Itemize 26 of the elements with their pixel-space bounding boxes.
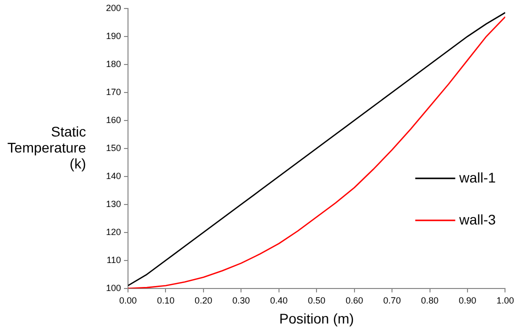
- x-tick-label: 0.50: [308, 295, 326, 306]
- y-tick-label: 160: [106, 114, 121, 125]
- legend-label: wall-1: [458, 169, 496, 186]
- x-tick-label: 0.20: [194, 295, 212, 306]
- y-tick-label: 180: [106, 58, 121, 69]
- y-axis-title: Static Temperature (k): [7, 123, 86, 172]
- x-tick-label: 0.80: [421, 295, 439, 306]
- y-tick-label: 140: [106, 170, 121, 181]
- x-tick-label: 0.60: [346, 295, 364, 306]
- x-tick-label: 0.40: [270, 295, 288, 306]
- x-tick-label: 0.70: [383, 295, 401, 306]
- y-tick-label: 190: [106, 30, 121, 41]
- x-tick-label: 0.00: [119, 295, 137, 306]
- y-tick-label: 200: [106, 2, 121, 13]
- x-axis-title: Position (m): [279, 310, 354, 326]
- y-tick-label: 120: [106, 226, 121, 237]
- y-tick-label: 150: [106, 142, 121, 153]
- y-tick-label: 130: [106, 198, 121, 209]
- y-tick-label: 170: [106, 86, 121, 97]
- y-tick-label: 110: [106, 254, 121, 265]
- x-tick-label: 0.90: [458, 295, 476, 306]
- x-tick-label: 0.10: [156, 295, 174, 306]
- legend-label: wall-3: [458, 211, 496, 228]
- y-tick-label: 100: [106, 282, 121, 293]
- x-tick-label: 1.00: [496, 295, 514, 306]
- x-tick-label: 0.30: [232, 295, 250, 306]
